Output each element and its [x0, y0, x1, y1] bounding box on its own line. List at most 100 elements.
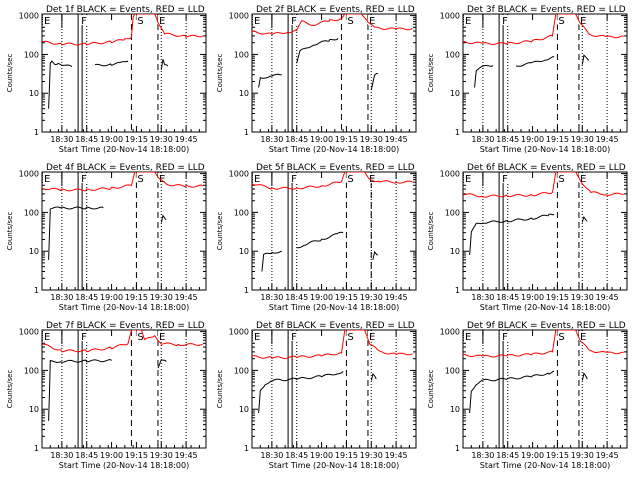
x-tick-label: 19:00	[521, 293, 544, 302]
events-series-line	[469, 213, 555, 256]
marker-label-bg	[157, 15, 166, 25]
y-tick-label: 10	[450, 405, 460, 414]
marker-label-bg	[80, 173, 89, 183]
x-axis-label: Start Time (20-Nov-14 18:18:00)	[480, 461, 610, 470]
lld-series-line	[42, 14, 204, 46]
x-tick-label: 19:45	[385, 135, 408, 144]
x-tick-label: 19:45	[175, 135, 198, 144]
panel-title: Det 2f BLACK = Events, RED = LLD	[256, 5, 415, 15]
marker-label-e: E	[159, 174, 165, 185]
plot-frame	[41, 329, 207, 449]
marker-label-bg	[136, 173, 145, 183]
marker-label-f: F	[81, 16, 87, 27]
marker-label-s: S	[137, 16, 143, 27]
marker-label-s: S	[347, 174, 353, 185]
panel-det-1f: Det 1f BLACK = Events, RED = LLD 1 10 100 10…	[6, 5, 207, 154]
marker-label-bg	[136, 15, 145, 25]
x-axis-label: Start Time (20-Nov-14 18:18:00)	[269, 461, 399, 470]
y-axis-label: Counts/sec	[6, 212, 14, 251]
panel-title: Det 9f BLACK = Events, RED = LLD	[467, 321, 626, 331]
marker-label-bg	[557, 331, 566, 341]
marker-label-bg	[346, 331, 355, 341]
x-tick-label: 18:30	[50, 135, 73, 144]
events-series-line	[474, 65, 494, 88]
x-tick-label: 18:30	[471, 451, 494, 460]
panel-title: Det 8f BLACK = Events, RED = LLD	[256, 321, 415, 331]
x-tick-label: 18:45	[285, 293, 308, 302]
x-tick-label: 19:00	[310, 451, 333, 460]
y-tick-label: 1000	[440, 170, 460, 179]
events-series-line	[157, 358, 167, 369]
marker-label-bg	[253, 15, 261, 25]
x-tick-label: 19:45	[596, 451, 619, 460]
x-axis-label: Start Time (20-Nov-14 18:18:00)	[59, 145, 189, 154]
x-tick-label: 19:30	[360, 293, 383, 302]
marker-label-bg	[43, 15, 51, 25]
plot-frame	[251, 329, 417, 449]
x-tick-label: 19:30	[571, 293, 594, 302]
x-tick-label: 19:30	[150, 451, 173, 460]
x-tick-label: 18:45	[496, 451, 519, 460]
marker-label-s: S	[558, 174, 564, 185]
marker-label-e: E	[44, 332, 50, 343]
x-tick-label: 19:00	[100, 135, 123, 144]
events-series-line	[469, 370, 555, 414]
plot-frame	[41, 171, 207, 291]
marker-label-s: S	[347, 332, 353, 343]
x-tick-label: 19:45	[596, 135, 619, 144]
y-tick-label: 100	[445, 366, 460, 375]
y-tick-label: 100	[445, 208, 460, 217]
x-axis-label: Start Time (20-Nov-14 18:18:00)	[480, 303, 610, 312]
lld-series-line	[252, 330, 413, 360]
x-tick-label: 19:00	[310, 135, 333, 144]
marker-label-bg	[346, 15, 355, 25]
x-tick-label: 19:15	[546, 451, 569, 460]
x-axis-label: Start Time (20-Nov-14 18:18:00)	[269, 145, 399, 154]
marker-label-bg	[367, 15, 376, 25]
marker-label-bg	[136, 331, 145, 341]
y-tick-label: 100	[234, 366, 249, 375]
panel-title: Det 6f BLACK = Events, RED = LLD	[467, 163, 626, 173]
x-tick-label: 19:45	[175, 451, 198, 460]
marker-label-e: E	[580, 16, 586, 27]
marker-label-bg	[290, 173, 299, 183]
marker-label-e: E	[369, 174, 375, 185]
y-axis-label: Counts/sec	[427, 212, 435, 251]
marker-label-f: F	[81, 174, 87, 185]
x-tick-label: 18:45	[496, 135, 519, 144]
marker-label-bg	[578, 173, 587, 183]
marker-label-e: E	[159, 332, 165, 343]
panel-title: Det 4f BLACK = Events, RED = LLD	[46, 163, 205, 173]
x-tick-label: 18:45	[496, 293, 519, 302]
x-tick-label: 19:15	[125, 135, 148, 144]
marker-label-e: E	[254, 16, 260, 27]
marker-label-f: F	[502, 332, 508, 343]
events-series-line	[296, 231, 344, 249]
events-series-line	[581, 54, 590, 65]
panel-title: Det 3f BLACK = Events, RED = LLD	[467, 5, 626, 15]
events-series-line	[581, 372, 588, 381]
y-tick-label: 1	[455, 286, 460, 295]
y-tick-label: 1	[34, 286, 39, 295]
y-tick-label: 1000	[229, 12, 249, 21]
y-tick-label: 1000	[229, 328, 249, 337]
x-tick-label: 19:30	[571, 451, 594, 460]
x-tick-label: 18:45	[75, 451, 98, 460]
events-series-line	[48, 206, 104, 260]
x-tick-label: 19:45	[385, 293, 408, 302]
marker-label-f: F	[502, 174, 508, 185]
marker-label-bg	[501, 173, 510, 183]
marker-label-f: F	[81, 332, 87, 343]
lld-series-line	[463, 14, 624, 46]
marker-label-bg	[501, 15, 510, 25]
x-tick-label: 19:00	[100, 451, 123, 460]
plot-frame	[462, 171, 628, 291]
y-tick-label: 10	[239, 405, 249, 414]
y-axis-label: Counts/sec	[427, 370, 435, 409]
lld-series-line	[42, 172, 204, 192]
y-tick-label: 1	[455, 444, 460, 453]
x-tick-label: 19:15	[125, 451, 148, 460]
panel-det-5f: Det 5f BLACK = Events, RED = LLD 1 10 100 10…	[216, 163, 417, 312]
marker-label-bg	[80, 331, 89, 341]
